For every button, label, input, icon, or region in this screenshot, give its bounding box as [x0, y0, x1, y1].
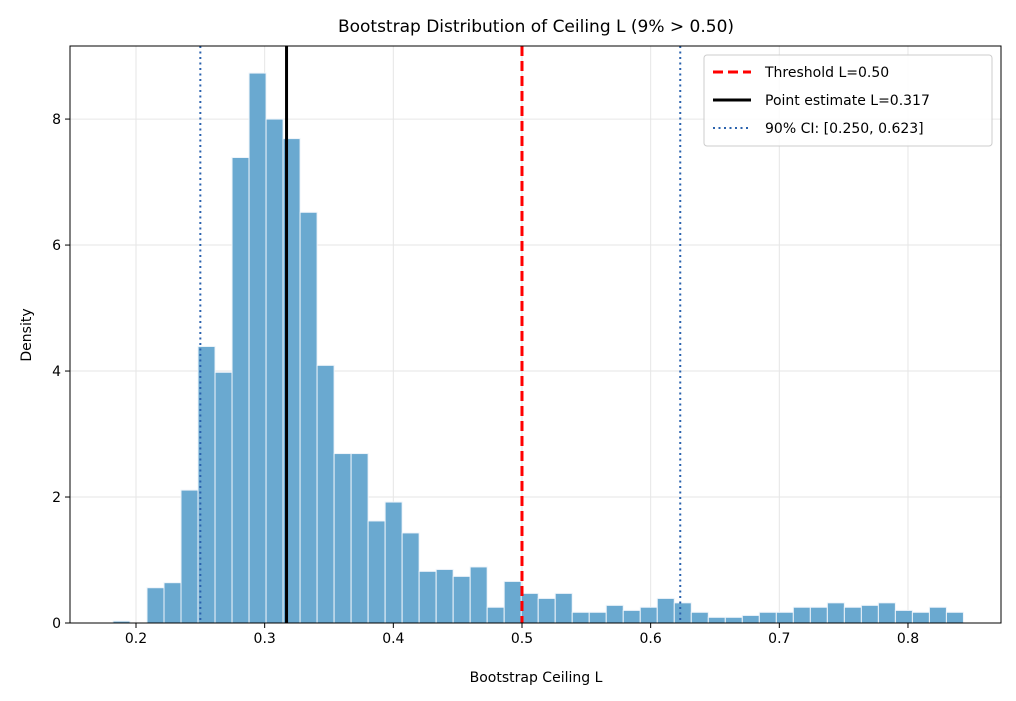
histogram-bar [707, 616, 726, 624]
histogram-bar [520, 592, 539, 624]
x-tick-label: 0.2 [125, 631, 147, 647]
histogram-bar [452, 575, 471, 624]
histogram-bar [809, 606, 828, 624]
histogram-bar [775, 611, 794, 624]
histogram-bar [758, 611, 777, 624]
histogram-bar [605, 604, 624, 624]
legend-label: Threshold L=0.50 [764, 65, 889, 81]
y-tick-label: 6 [52, 238, 61, 254]
histogram-bar [316, 364, 335, 624]
histogram-bar [418, 570, 437, 624]
x-tick-label: 0.8 [897, 631, 919, 647]
x-axis-label: Bootstrap Ceiling L [470, 670, 603, 686]
histogram-bar [384, 501, 403, 624]
y-tick-label: 4 [52, 364, 61, 380]
histogram-bar [435, 568, 454, 624]
histogram-bar [945, 611, 964, 624]
histogram-bar [639, 606, 658, 624]
y-tick-label: 0 [52, 616, 61, 632]
histogram-bar [554, 592, 573, 624]
histogram-bar [860, 604, 879, 624]
histogram-bar [180, 489, 199, 624]
histogram-bar [299, 211, 318, 624]
histogram-bar [826, 602, 845, 624]
histogram-bar [911, 611, 930, 624]
histogram-bar [486, 606, 505, 624]
y-tick-label: 2 [52, 490, 61, 506]
histogram-bar [656, 597, 675, 624]
histogram-bar [571, 611, 590, 624]
x-tick-label: 0.7 [768, 631, 790, 647]
legend-label: 90% CI: [0.250, 0.623] [765, 121, 924, 137]
histogram-bar [792, 606, 811, 624]
x-tick-label: 0.3 [254, 631, 276, 647]
histogram-bar [214, 371, 233, 624]
histogram-bar [503, 580, 522, 624]
histogram-bar [265, 118, 284, 624]
y-axis-label: Density [19, 308, 35, 361]
histogram-bar [333, 453, 352, 624]
histogram-bar [622, 609, 641, 624]
histogram-bar [690, 611, 709, 624]
legend: Threshold L=0.50 Point estimate L=0.317 90… [703, 54, 993, 147]
histogram-bar [350, 453, 369, 624]
histogram-bar [894, 609, 913, 624]
histogram-bar [928, 606, 947, 624]
legend-label: Point estimate L=0.317 [765, 93, 930, 109]
chart-title: Bootstrap Distribution of Ceiling L (9% … [338, 17, 734, 37]
y-tick-label: 8 [52, 112, 61, 128]
histogram-bar [673, 602, 692, 624]
histogram-bar [588, 611, 607, 624]
x-tick-label: 0.5 [511, 631, 533, 647]
histogram-bar [741, 614, 760, 624]
histogram-bar [231, 156, 250, 624]
x-tick-label: 0.4 [382, 631, 404, 647]
histogram-bar [537, 597, 556, 624]
histogram-bar [724, 616, 743, 624]
histogram-bar [146, 587, 165, 624]
histogram-bar [401, 532, 420, 624]
histogram-bar [469, 566, 488, 624]
x-tick-label: 0.6 [640, 631, 662, 647]
histogram-bar [163, 582, 182, 624]
histogram-bar [248, 72, 267, 624]
plot-frame [69, 45, 1002, 624]
histogram-bar [877, 602, 896, 624]
histogram-bar [367, 520, 386, 624]
histogram-bar [843, 606, 862, 624]
